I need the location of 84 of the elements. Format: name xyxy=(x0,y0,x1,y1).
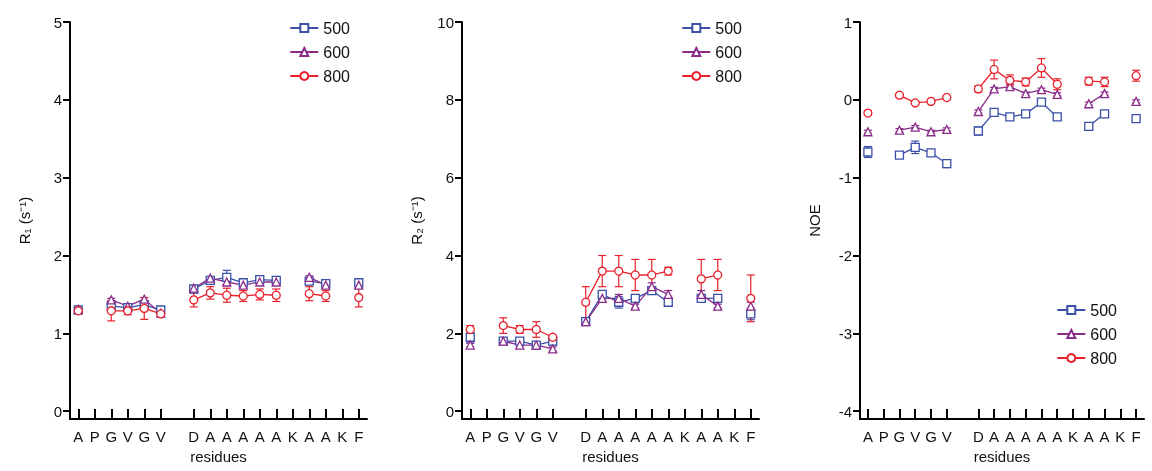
x-tick-label: F xyxy=(746,428,756,445)
x-tick-label: K xyxy=(1115,428,1126,445)
x-axis-title: residues xyxy=(190,448,247,465)
y-tick-label: -2 xyxy=(838,247,852,265)
legend-label: 600 xyxy=(1090,325,1118,343)
y-axis-title: R₂ (s⁻¹) xyxy=(408,196,425,245)
x-tick-label: K xyxy=(679,428,690,445)
x-tick-label: A xyxy=(73,428,84,445)
y-tick-label: 2 xyxy=(445,324,454,342)
x-tick-label: A xyxy=(696,428,707,445)
x-tick-label: A xyxy=(663,428,674,445)
x-tick-label: A xyxy=(630,428,641,445)
y-tick-label: 0 xyxy=(445,402,454,420)
x-tick-label: A xyxy=(254,428,265,445)
x-tick-label: A xyxy=(1036,428,1047,445)
x-tick-label: G xyxy=(530,428,543,445)
x-tick-label: A xyxy=(1099,428,1110,445)
x-tick-label: A xyxy=(465,428,476,445)
x-tick-label: V xyxy=(910,428,921,445)
y-tick-label: 4 xyxy=(53,91,62,109)
y-tick-label: -3 xyxy=(838,324,852,342)
legend-label: 600 xyxy=(323,43,351,61)
x-tick-label: A xyxy=(597,428,608,445)
x-axis-title: residues xyxy=(582,448,639,465)
x-tick-label: F xyxy=(354,428,364,445)
x-tick-label: V xyxy=(155,428,166,445)
x-tick-label: A xyxy=(613,428,624,445)
y-tick-label: 8 xyxy=(445,91,454,109)
x-tick-label: A xyxy=(646,428,657,445)
y-tick-label: 2 xyxy=(53,247,62,265)
legend-label: 800 xyxy=(715,67,743,85)
x-tick-label: D xyxy=(580,428,592,445)
x-tick-label: D xyxy=(972,428,984,445)
legend-label: 500 xyxy=(715,19,743,37)
y-axis-title: R₁ (s⁻¹) xyxy=(16,196,33,245)
x-tick-label: A xyxy=(712,428,723,445)
x-axis-title: residues xyxy=(973,448,1031,465)
x-tick-label: A xyxy=(989,428,1000,445)
legend-label: 800 xyxy=(1090,349,1118,367)
x-tick-label: G xyxy=(497,428,510,445)
y-tick-label: 4 xyxy=(445,247,454,265)
x-tick-label: G xyxy=(138,428,151,445)
x-tick-label: P xyxy=(89,428,100,445)
y-tick-label: 3 xyxy=(53,169,62,187)
x-tick-label: G xyxy=(105,428,118,445)
y-tick-label: -4 xyxy=(838,402,852,420)
x-tick-label: G xyxy=(925,428,937,445)
x-tick-label: V xyxy=(122,428,133,445)
x-tick-label: A xyxy=(320,428,331,445)
y-tick-label: 0 xyxy=(843,91,852,109)
legend-label: 500 xyxy=(323,19,351,37)
y-tick-label: 1 xyxy=(53,324,62,342)
y-tick-label: 10 xyxy=(437,13,454,31)
y-tick-label: 1 xyxy=(843,13,852,31)
x-tick-label: A xyxy=(1004,428,1015,445)
x-tick-label: G xyxy=(893,428,906,445)
legend-label: 500 xyxy=(1090,301,1118,319)
x-tick-label: A xyxy=(1020,428,1031,445)
x-tick-label: K xyxy=(337,428,348,445)
x-tick-label: F xyxy=(1131,428,1141,445)
x-tick-label: V xyxy=(514,428,525,445)
x-tick-label: A xyxy=(205,428,216,445)
x-tick-label: V xyxy=(547,428,558,445)
x-tick-label: P xyxy=(481,428,492,445)
x-tick-label: A xyxy=(1083,428,1094,445)
y-tick-label: 6 xyxy=(445,169,454,187)
x-tick-label: A xyxy=(862,428,873,445)
legend-label: 800 xyxy=(323,67,351,85)
x-tick-label: D xyxy=(188,428,200,445)
y-axis-title: NOE xyxy=(806,204,823,237)
legend-label: 600 xyxy=(715,43,743,61)
x-tick-label: K xyxy=(729,428,740,445)
x-tick-label: V xyxy=(941,428,952,445)
x-tick-label: K xyxy=(1067,428,1079,445)
x-tick-label: K xyxy=(287,428,298,445)
x-tick-label: A xyxy=(304,428,315,445)
x-tick-label: P xyxy=(878,428,889,445)
x-tick-label: A xyxy=(271,428,282,445)
x-tick-label: A xyxy=(1052,428,1063,445)
y-tick-label: 0 xyxy=(53,402,62,420)
x-tick-label: A xyxy=(221,428,232,445)
y-tick-label: 5 xyxy=(53,13,62,31)
x-tick-label: A xyxy=(238,428,249,445)
y-tick-label: -1 xyxy=(838,169,852,187)
